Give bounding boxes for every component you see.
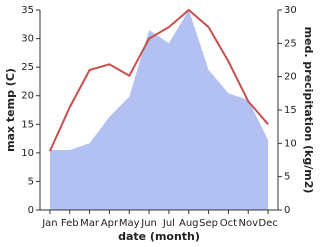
x-tick-label: Feb: [61, 218, 79, 229]
y2-tick-label: 30: [284, 5, 297, 16]
x-tick-label: Jun: [140, 218, 157, 229]
y2-tick-label: 25: [284, 38, 297, 49]
y-tick-label: 20: [21, 91, 34, 102]
y-tick-label: 30: [21, 34, 34, 45]
y2-axis-title: med. precipitation (kg/m2): [302, 27, 315, 194]
y2-tick-label: 20: [284, 72, 297, 83]
temperature-line: [48, 8, 269, 152]
x-tick-label: Aug: [179, 218, 199, 229]
y2-tick-label: 5: [284, 172, 290, 183]
x-tick-label: May: [119, 218, 140, 229]
x-axis-title: date (month): [118, 230, 200, 243]
x-tick-label: Dec: [258, 218, 277, 229]
x-tick-label: Nov: [238, 218, 258, 229]
x-tick-label: Jul: [162, 218, 175, 229]
y-tick-label: 10: [21, 148, 34, 159]
x-tick-label: Sep: [199, 218, 218, 229]
y-tick-label: 0: [28, 205, 34, 216]
y-tick-label: 5: [28, 176, 34, 187]
x-tick-label: Mar: [80, 218, 100, 229]
y-tick-label: 15: [21, 119, 34, 130]
y2-tick-label: 15: [284, 105, 297, 116]
precipitation-area: [49, 10, 269, 210]
y2-tick-label: 0: [284, 205, 290, 216]
x-tick-label: Apr: [101, 218, 119, 229]
x-tick-label: Jan: [41, 218, 57, 229]
y-tick-label: 35: [21, 5, 34, 16]
x-tick-label: Oct: [220, 218, 237, 229]
y-axis-title: max temp (C): [4, 68, 17, 152]
y-tick-label: 25: [21, 62, 34, 73]
y2-tick-label: 10: [284, 138, 297, 149]
